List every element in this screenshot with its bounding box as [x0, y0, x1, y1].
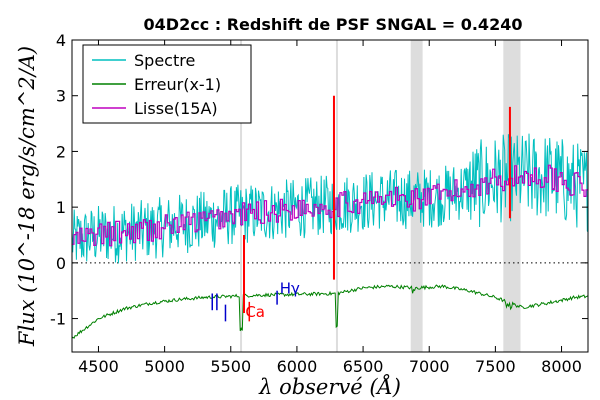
series-spectre	[72, 133, 588, 264]
x-tick-label-3: 6000	[277, 357, 318, 376]
x-axis-label: λ observé (Å)	[258, 374, 401, 399]
x-tick-label-0: 4500	[78, 357, 119, 376]
x-tick-label-1: 5000	[144, 357, 185, 376]
line-annotations: Ca Hγ	[245, 280, 300, 321]
y-tick-label-3: 2	[56, 142, 66, 161]
y-tick-label-0: -1	[50, 310, 66, 329]
y-axis-ticks: -1 0 1 2 3 4	[50, 31, 588, 329]
y-tick-label-5: 4	[56, 31, 66, 50]
x-tick-label-7: 8000	[541, 357, 582, 376]
series-lines	[72, 133, 588, 339]
x-tick-label-4: 6500	[343, 357, 384, 376]
shaded-band-1	[335, 40, 338, 352]
chart-title: 04D2cc : Redshift de PSF SNGAL = 0.4240	[144, 15, 523, 34]
x-tick-label-2: 5500	[210, 357, 251, 376]
annotation-1: Hγ	[280, 280, 300, 298]
y-tick-label-1: 0	[56, 254, 66, 273]
y-axis-label: Flux (10^-18 erg/s/cm^2/A)	[15, 46, 39, 347]
y-tick-label-4: 3	[56, 87, 66, 106]
x-tick-label-5: 7000	[409, 357, 450, 376]
plot-frame	[71, 39, 589, 353]
shaded-band-2	[410, 40, 423, 352]
series-lisse	[72, 164, 588, 247]
x-axis-ticks: 4500 5000 5500 6000 6500 7000 7500 8000	[78, 40, 582, 376]
line-markers	[211, 290, 278, 322]
series-erreur	[72, 284, 588, 339]
y-tick-label-2: 1	[56, 198, 66, 217]
x-tick-label-6: 7500	[475, 357, 516, 376]
legend-label-0: Spectre	[134, 51, 195, 70]
legend-label-2: Lisse(15A)	[134, 99, 218, 118]
red-features	[243, 95, 511, 313]
legend: Spectre Erreur(x-1) Lisse(15A)	[82, 44, 252, 124]
annotation-0: Ca	[245, 303, 265, 321]
legend-label-1: Erreur(x-1)	[134, 75, 221, 94]
